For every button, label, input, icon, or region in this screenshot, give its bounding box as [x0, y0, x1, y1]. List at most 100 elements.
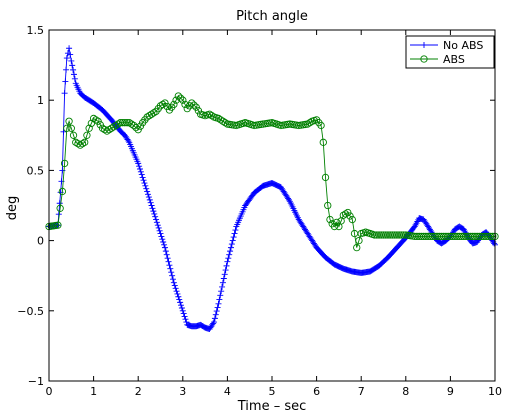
no-abs-marker — [178, 302, 185, 309]
no-abs-marker — [71, 75, 78, 82]
no-abs-marker — [230, 234, 237, 241]
series-no-abs — [46, 45, 498, 333]
no-abs-marker — [168, 269, 175, 276]
no-abs-marker — [181, 313, 188, 320]
abs-marker — [190, 101, 198, 109]
abs-marker — [54, 221, 62, 229]
no-abs-marker — [153, 216, 160, 223]
legend-abs-marker — [420, 55, 428, 63]
abs-marker — [330, 222, 339, 231]
abs-marker — [159, 100, 167, 109]
x-axis-ticks: 0 1 2 3 4 5 6 7 8 9 10 — [46, 30, 502, 398]
legend-label-no-abs: No ABS — [443, 39, 483, 52]
no-abs-marker — [60, 128, 67, 135]
no-abs-marker — [218, 288, 225, 295]
y-tick-label: −0.5 — [17, 305, 44, 318]
abs-marker — [176, 94, 185, 102]
abs-marker — [208, 111, 216, 120]
legend-entry-no-abs: No ABS — [410, 39, 483, 52]
no-abs-marker — [145, 191, 152, 198]
no-abs-marker — [154, 222, 161, 229]
no-abs-marker — [67, 51, 74, 58]
abs-marker — [324, 201, 332, 210]
abs-marker — [306, 119, 314, 127]
no-abs-marker — [180, 310, 187, 317]
no-abs-marker — [148, 202, 155, 209]
series-abs — [45, 92, 499, 252]
y-axis-label: deg — [5, 196, 20, 221]
abs-marker — [56, 204, 64, 212]
no-abs-marker — [63, 55, 70, 62]
no-abs-marker — [147, 199, 154, 206]
abs-marker — [333, 218, 341, 226]
no-abs-marker — [219, 279, 226, 286]
no-abs-marker — [140, 177, 147, 184]
abs-marker — [321, 173, 330, 182]
legend-no-abs-marker — [421, 42, 427, 48]
abs-marker — [92, 116, 100, 124]
no-abs-marker — [231, 230, 238, 237]
abs-marker — [74, 140, 82, 148]
x-axis-label: Time – sec — [237, 399, 307, 414]
no-abs-marker — [171, 282, 178, 289]
no-abs-marker — [143, 185, 150, 192]
no-abs-marker — [152, 213, 159, 220]
no-abs-marker — [174, 290, 181, 297]
no-abs-marker — [141, 180, 148, 187]
no-abs-marker — [212, 311, 219, 318]
no-abs-marker — [169, 272, 176, 279]
no-abs-marker — [150, 208, 157, 215]
no-abs-marker — [167, 265, 174, 272]
no-abs-marker — [213, 308, 220, 315]
no-abs-marker — [224, 258, 231, 265]
no-abs-marker — [182, 316, 189, 323]
abs-marker — [150, 109, 158, 117]
x-tick-label: 1 — [90, 385, 97, 398]
no-abs-marker — [210, 320, 217, 327]
x-tick-label: 10 — [488, 385, 502, 398]
y-axis-ticks: −1 −0.5 0 0.5 1 1.5 — [17, 24, 495, 388]
no-abs-marker — [137, 168, 144, 175]
abs-marker — [63, 124, 71, 132]
abs-marker — [181, 100, 189, 109]
no-abs-marker — [145, 194, 152, 201]
abs-marker — [123, 119, 131, 127]
abs-marker — [83, 131, 91, 139]
no-abs-marker — [138, 171, 145, 178]
x-tick-label: 7 — [358, 385, 365, 398]
abs-marker — [65, 117, 73, 125]
no-abs-marker — [169, 276, 176, 283]
abs-marker — [121, 119, 129, 127]
no-abs-marker — [285, 196, 292, 203]
x-tick-label: 8 — [402, 385, 409, 398]
no-abs-marker — [158, 233, 165, 240]
abs-marker — [221, 119, 229, 127]
x-tick-label: 0 — [46, 385, 53, 398]
abs-marker — [319, 138, 327, 146]
no-abs-marker — [172, 285, 179, 292]
y-tick-label: 0 — [37, 235, 44, 248]
abs-marker — [353, 243, 361, 252]
abs-marker — [326, 215, 334, 224]
no-abs-marker — [177, 299, 184, 306]
no-abs-marker — [214, 304, 221, 311]
abs-marker — [486, 232, 495, 241]
abs-marker — [67, 124, 75, 132]
no-abs-marker — [149, 205, 156, 212]
series-layer — [45, 45, 499, 333]
no-abs-marker — [232, 227, 239, 234]
plot-area-frame — [48, 29, 496, 382]
no-abs-marker — [62, 78, 69, 85]
no-abs-marker — [142, 182, 149, 189]
abs-marker — [58, 187, 67, 196]
no-abs-marker — [153, 219, 160, 226]
no-abs-marker — [217, 292, 224, 299]
abs-marker — [489, 232, 497, 241]
abs-marker — [348, 215, 356, 224]
no-abs-marker — [61, 90, 68, 97]
x-tick-label: 5 — [269, 385, 276, 398]
no-abs-marker — [179, 307, 186, 314]
no-abs-marker — [161, 244, 168, 251]
no-abs-marker — [216, 296, 223, 303]
